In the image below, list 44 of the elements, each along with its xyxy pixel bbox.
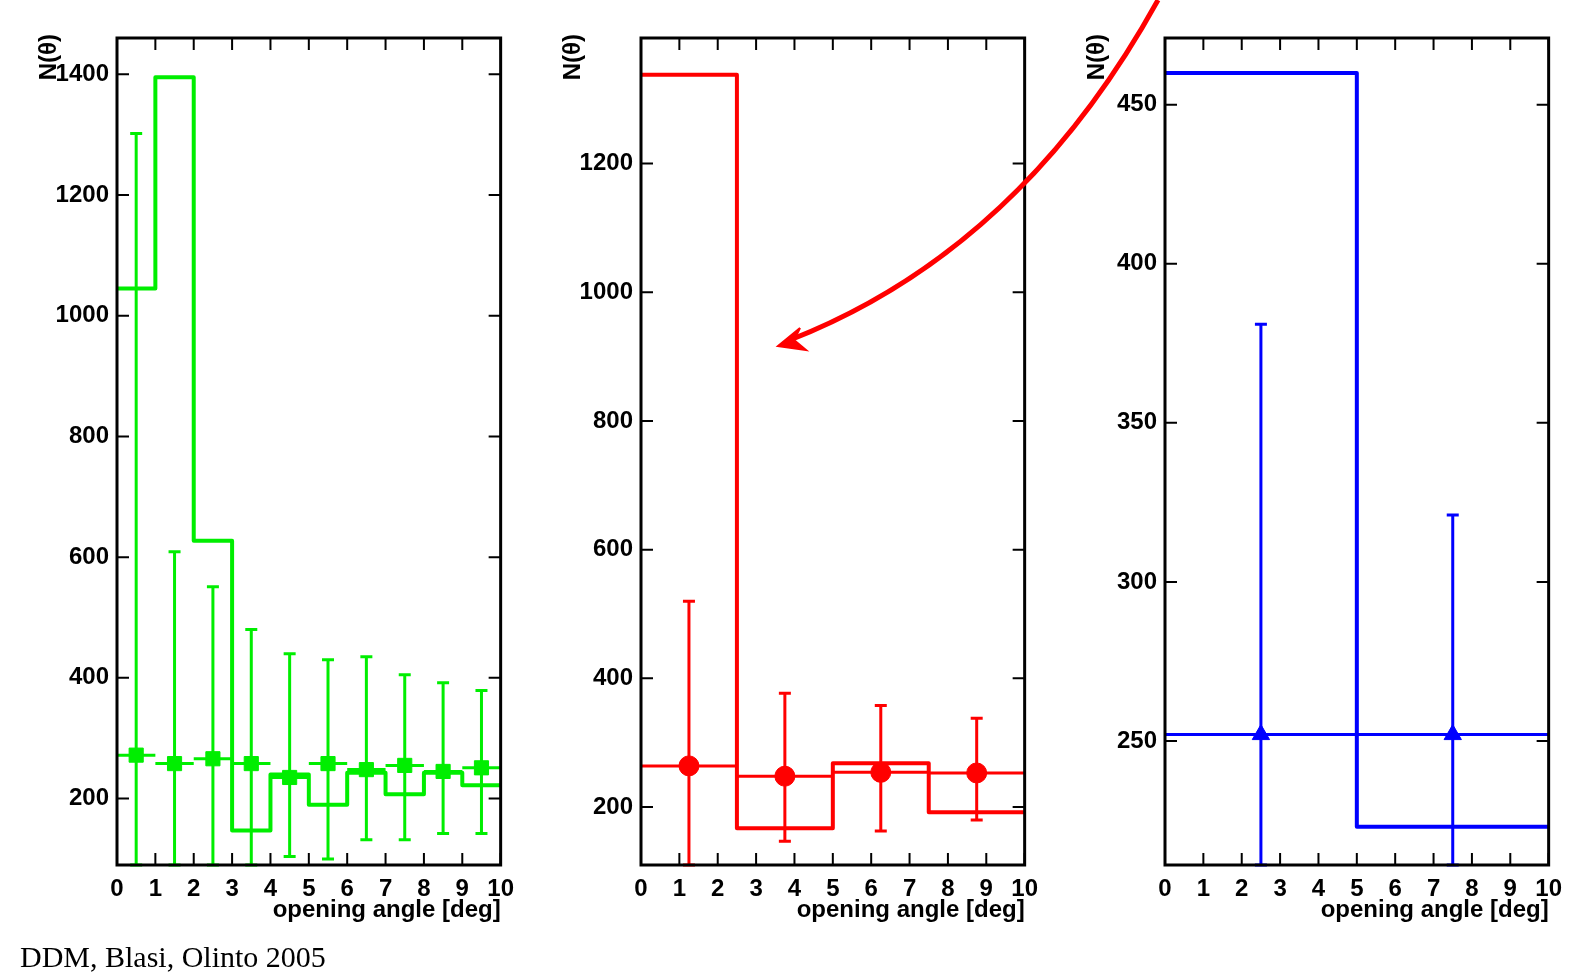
x-tick-label: 2 [187, 874, 201, 902]
x-tick-label: 0 [110, 874, 124, 902]
x-tick-label: 0 [1158, 874, 1172, 902]
x-tick-label: 6 [1388, 874, 1402, 902]
x-tick-label: 3 [1273, 874, 1287, 902]
y-tick-label: 300 [1116, 566, 1157, 594]
y-tick-label: 1200 [579, 148, 633, 176]
x-tick-label: 4 [787, 874, 802, 902]
x-tick-label: 7 [902, 874, 917, 902]
y-tick-label: 450 [1116, 89, 1157, 117]
x-tick-label: 5 [302, 874, 316, 902]
x-tick-label: 4 [1311, 874, 1326, 902]
y-tick-label: 1000 [579, 276, 633, 304]
x-tick-label: 0 [634, 874, 648, 902]
x-tick-label: 5 [826, 874, 840, 902]
x-tick-label: 6 [864, 874, 878, 902]
y-tick-label: 250 [1116, 725, 1157, 753]
y-tick-label: 350 [1116, 407, 1157, 435]
x-tick-label: 7 [378, 874, 393, 902]
y-tick-label: 1200 [55, 179, 109, 207]
x-tick-label: 5 [1350, 874, 1364, 902]
y-tick-label: 800 [68, 421, 109, 449]
x-tick-label: 3 [749, 874, 763, 902]
y-tick-label: 600 [592, 534, 633, 562]
x-tick-label: 3 [225, 874, 239, 902]
x-tick-label: 1 [148, 874, 163, 902]
y-axis-title: N(θ) [557, 34, 585, 81]
x-tick-label: 2 [1235, 874, 1249, 902]
y-tick-label: 400 [1116, 248, 1157, 276]
y-axis-title: N(θ) [1081, 34, 1109, 81]
y-tick-label: 200 [592, 791, 633, 819]
y-tick-label: 200 [68, 783, 109, 811]
x-tick-label: 4 [263, 874, 278, 902]
x-tick-label: 1 [672, 874, 687, 902]
y-tick-label: 1000 [55, 300, 109, 328]
y-tick-label: 400 [592, 662, 633, 690]
x-tick-label: 2 [711, 874, 725, 902]
y-tick-label: 800 [592, 405, 633, 433]
x-tick-label: 7 [1426, 874, 1441, 902]
y-tick-label: 600 [68, 541, 109, 569]
x-tick-label: 6 [340, 874, 354, 902]
y-tick-label: 400 [68, 662, 109, 690]
text: DDM, Blasi, Olinto 2005 [20, 939, 326, 973]
x-tick-label: 1 [1196, 874, 1211, 902]
